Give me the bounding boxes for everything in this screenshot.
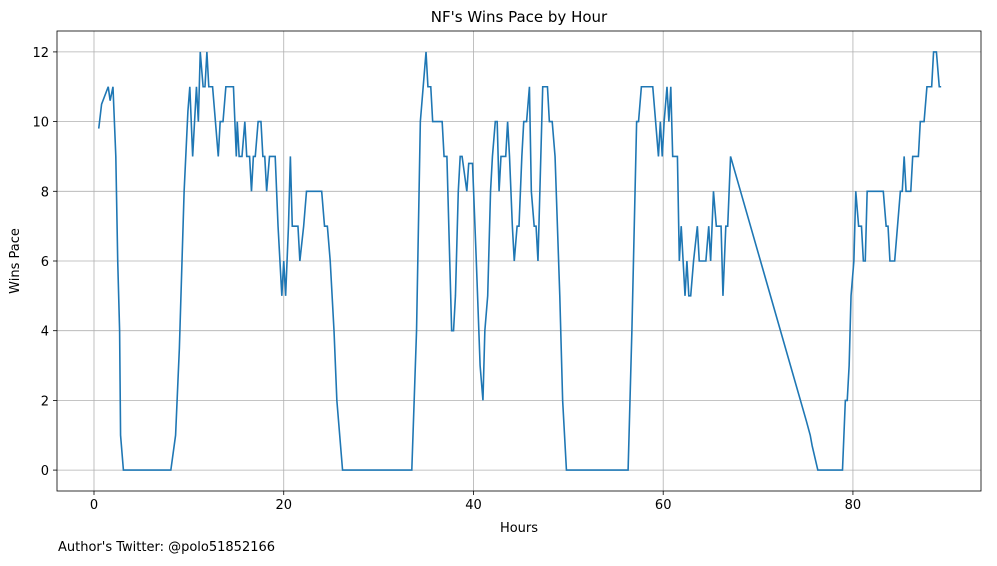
- y-tick-label: 6: [41, 255, 49, 270]
- y-tick-label: 8: [41, 185, 49, 200]
- y-tick-label: 4: [41, 325, 49, 340]
- y-axis-label: Wins Pace: [8, 228, 23, 294]
- x-tick-label: 0: [90, 498, 98, 513]
- x-tick-label: 60: [655, 498, 672, 513]
- y-tick-label: 2: [41, 394, 49, 409]
- y-tick-label: 12: [32, 46, 49, 61]
- plot-frame: [56, 30, 982, 492]
- x-axis-label: Hours: [500, 521, 538, 536]
- data-line: [97, 51, 942, 471]
- chart-title: NF's Wins Pace by Hour: [431, 8, 608, 26]
- footnote: Author's Twitter: @polo51852166: [58, 540, 275, 555]
- x-tick-label: 40: [465, 498, 482, 513]
- y-tick-label: 10: [32, 116, 49, 131]
- x-tick-label: 80: [845, 498, 862, 513]
- y-tick-label: 0: [41, 464, 49, 479]
- x-tick-label: 20: [275, 498, 292, 513]
